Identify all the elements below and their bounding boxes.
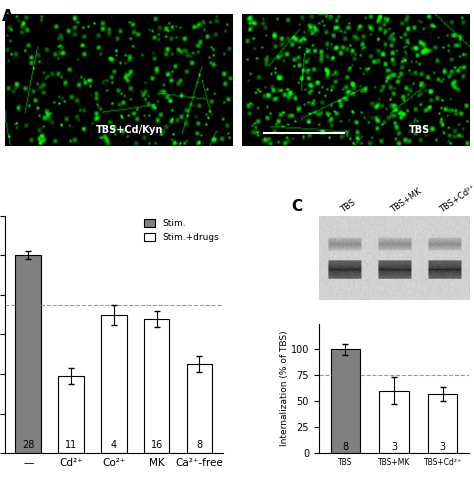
Bar xyxy=(187,364,212,453)
Text: 8: 8 xyxy=(342,442,348,452)
Text: 3: 3 xyxy=(391,442,397,452)
Text: A: A xyxy=(2,9,14,24)
Bar xyxy=(144,319,169,453)
Text: TBS+Cd²⁺: TBS+Cd²⁺ xyxy=(438,183,474,214)
Text: TBS: TBS xyxy=(339,198,357,214)
Text: 16: 16 xyxy=(150,440,163,450)
Bar xyxy=(380,391,409,453)
Legend: Stim., Stim.+drugs: Stim., Stim.+drugs xyxy=(141,215,223,246)
Text: C: C xyxy=(292,199,303,214)
Text: TBS+MK: TBS+MK xyxy=(389,187,423,214)
Text: 8: 8 xyxy=(196,440,202,450)
Bar xyxy=(331,349,360,453)
Bar xyxy=(428,394,457,453)
Y-axis label: Internalization (% of TBS): Internalization (% of TBS) xyxy=(280,331,289,446)
Bar xyxy=(101,315,127,453)
Bar xyxy=(58,376,84,453)
Bar xyxy=(16,255,41,453)
Text: 4: 4 xyxy=(111,440,117,450)
Text: 28: 28 xyxy=(22,440,35,450)
Text: 3: 3 xyxy=(439,442,446,452)
Text: 11: 11 xyxy=(65,440,77,450)
